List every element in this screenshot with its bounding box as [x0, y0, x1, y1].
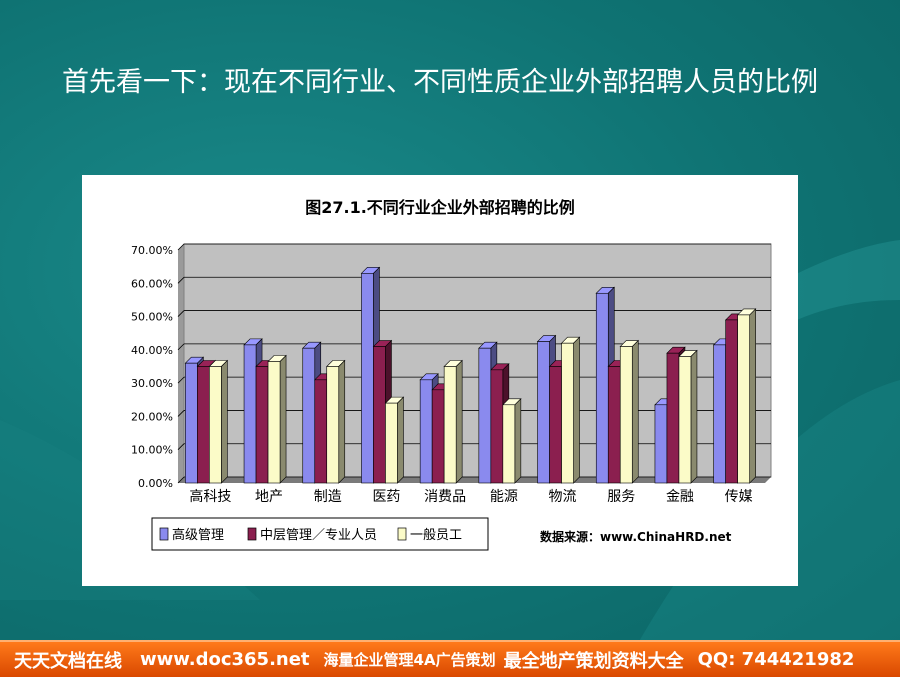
y-tick-label: 0.00% — [138, 477, 173, 490]
source-note: 数据来源：www.ChinaHRD.net — [540, 529, 732, 544]
gridline-diag — [177, 243, 185, 251]
x-tick-label: 传媒 — [725, 489, 753, 505]
legend-swatch — [159, 527, 169, 541]
legend-label: 一般员工 — [410, 527, 462, 543]
y-tick-label: 20.00% — [131, 410, 173, 423]
plot-side-wall — [178, 244, 184, 483]
footer-url[interactable]: www.doc365.net — [140, 649, 310, 670]
x-tick-label: 高科技 — [189, 488, 231, 505]
chart-card: 图27.1.不同行业企业外部招聘的比例 70.00% 60.00% 50.00% 40… — [82, 175, 798, 586]
bar — [443, 359, 463, 484]
legend-item: 一般员工 — [397, 527, 462, 543]
gridline-diag — [177, 376, 185, 384]
x-tick-label: 服务 — [607, 489, 635, 505]
bar — [678, 349, 698, 484]
bar — [384, 396, 405, 484]
y-tick-label: 70.00% — [131, 244, 173, 257]
footer-slogan-2: 最全地产策划资料大全 — [503, 650, 684, 672]
slide-headline: 首先看一下：现在不同行业、不同性质企业外部招聘人员的比例 — [62, 67, 818, 98]
bar — [502, 398, 522, 484]
x-tick-label: 制造 — [314, 489, 342, 505]
bar — [736, 308, 757, 484]
legend-item: 高级管理 — [159, 527, 224, 543]
bar — [619, 339, 639, 484]
footer-site: 天天文档在线 — [14, 650, 122, 672]
legend-label: 高级管理 — [172, 527, 224, 543]
y-tick-label: 10.00% — [131, 444, 173, 457]
chart-title: 图27.1.不同行业企业外部招聘的比例 — [305, 198, 575, 217]
bar — [267, 354, 287, 484]
legend-swatch — [397, 527, 407, 541]
gridline-diag — [177, 443, 185, 450]
x-tick-label: 消费品 — [424, 489, 466, 505]
gridline-diag — [177, 277, 185, 284]
legend-label: 中层管理／专业人员 — [260, 528, 377, 543]
legend-swatch — [247, 527, 257, 541]
bar-chart: 图27.1.不同行业企业外部招聘的比例 70.00% 60.00% 50.00% 40… — [131, 198, 772, 551]
y-tick-label: 60.00% — [131, 277, 173, 290]
footer-qq: QQ: 744421982 — [697, 649, 855, 670]
footer-banner: 天天文档在线 www.doc365.net 海量企业管理4A广告策划 最全地产策… — [0, 640, 900, 677]
bar — [326, 359, 346, 484]
x-tick-label: 金融 — [666, 489, 694, 505]
x-tick-label: 医药 — [372, 489, 400, 505]
gridline-diag — [177, 310, 185, 317]
gridline-diag — [177, 343, 185, 351]
legend-box — [151, 517, 489, 551]
bar — [560, 336, 581, 484]
y-tick-label: 40.00% — [131, 344, 173, 357]
x-tick-label: 物流 — [549, 489, 577, 505]
bar — [208, 359, 229, 484]
x-tick-label: 能源 — [490, 489, 518, 505]
y-tick-label: 30.00% — [131, 377, 173, 390]
footer-slogan-1: 海量企业管理4A广告策划 — [323, 651, 496, 669]
gridline-diag — [177, 476, 185, 484]
legend-item: 中层管理／专业人员 — [247, 527, 377, 543]
gridline-diag — [177, 410, 185, 417]
y-tick-label: 50.00% — [131, 311, 173, 324]
x-tick-label: 地产 — [255, 489, 283, 505]
